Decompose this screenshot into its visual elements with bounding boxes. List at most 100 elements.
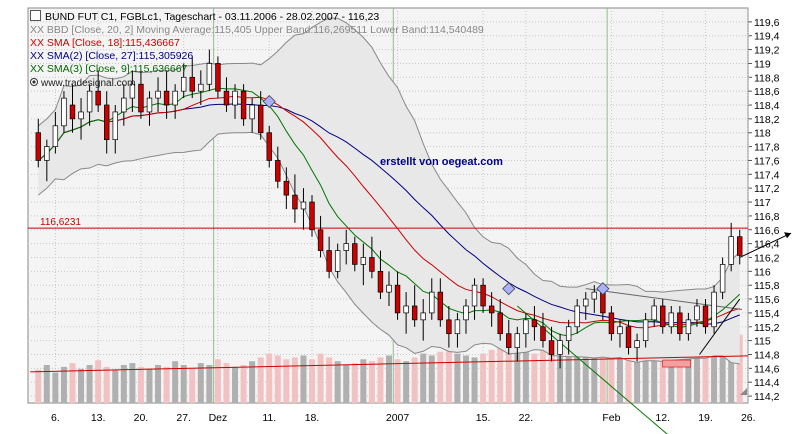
volume-bar — [206, 365, 213, 403]
volume-bar — [411, 357, 418, 403]
candle-body — [728, 236, 734, 265]
candle-body — [685, 319, 692, 335]
volume-bar — [257, 357, 264, 403]
volume-bar — [522, 351, 529, 403]
volume-bar — [386, 355, 392, 403]
legend-bbd: XX BBD [Close, 20, 2] Moving Average:115… — [30, 24, 484, 36]
x-tick-label: Feb — [602, 412, 620, 424]
volume-bar — [129, 363, 136, 403]
diamond-marker-icon — [502, 282, 516, 296]
candle-body — [352, 243, 358, 265]
candle-body — [651, 305, 657, 321]
candle-body — [591, 291, 598, 300]
volume-bar — [103, 366, 110, 403]
volume-bar — [120, 365, 127, 403]
volume-bar — [591, 347, 598, 403]
volume-bar — [505, 346, 512, 403]
x-tick-label: 18. — [305, 412, 320, 424]
candle-body — [497, 312, 503, 335]
volume-bar — [702, 349, 709, 403]
candle-body — [711, 291, 717, 328]
candle-body — [198, 83, 204, 92]
volume-bar — [172, 361, 179, 403]
candle-body — [719, 264, 726, 293]
volume-bar — [394, 359, 401, 403]
candle-body — [189, 76, 195, 92]
volume-bar — [180, 365, 187, 403]
arrow-head-icon — [784, 232, 792, 239]
chart-annotation: erstellt von oegeat.com — [380, 156, 503, 168]
volume-bar — [86, 365, 93, 403]
candle-body — [506, 333, 512, 348]
candle-body — [403, 305, 409, 314]
sma18-line — [37, 95, 740, 329]
y-tick-label: 118,4 — [754, 100, 780, 112]
candle-body — [292, 194, 298, 210]
volume-bar — [377, 357, 384, 403]
candle-body — [249, 104, 255, 120]
highlight-box — [662, 359, 692, 368]
y-tick-label: 114,4 — [754, 377, 780, 389]
y-tick-label: 117 — [754, 197, 771, 209]
candle-body — [129, 83, 136, 99]
candle-body — [317, 229, 324, 251]
volume-bar — [539, 349, 546, 403]
candle-body — [634, 340, 640, 348]
x-tick-label: 20. — [134, 412, 149, 424]
y-tick-label: 116,2 — [754, 252, 780, 264]
volume-bar — [343, 365, 350, 403]
candle-body — [300, 201, 307, 210]
candle-body — [257, 104, 264, 134]
candle-body — [334, 250, 341, 272]
candle-body — [35, 132, 41, 161]
candle-body — [660, 305, 666, 328]
candle-body — [104, 104, 110, 141]
legend-sma27: XX SMA(2) [Close, 27]:115,305926 — [30, 50, 193, 62]
hline-label: 116,6231 — [40, 217, 81, 228]
candle-body — [360, 257, 367, 265]
candle-body — [471, 284, 478, 307]
y-tick-label: 115 — [754, 336, 771, 348]
candle-body — [61, 97, 67, 127]
volume-bar — [471, 357, 478, 403]
candle-body — [78, 111, 84, 120]
volume-bar — [651, 349, 658, 403]
volume-bar — [719, 336, 726, 403]
candle-body — [163, 90, 170, 106]
y-tick-label: 116 — [754, 266, 771, 278]
candle-body — [583, 298, 589, 307]
legend-sma9: XX SMA(3) [Close, 9]:115,636667 — [30, 63, 187, 75]
y-tick-label: 116,6 — [754, 225, 780, 237]
volume-bar — [599, 344, 606, 403]
sma9-line — [37, 87, 741, 337]
volume-bar — [693, 347, 700, 403]
candle-body — [600, 291, 606, 314]
volume-bar — [565, 347, 572, 403]
volume-bar — [634, 346, 641, 403]
volume-bar — [445, 349, 452, 403]
volume-bar — [52, 372, 59, 403]
title-checkbox-icon — [30, 10, 41, 21]
candle-body — [677, 312, 683, 335]
volume-bar — [428, 355, 435, 403]
volume-bar — [309, 359, 316, 403]
candle-body — [420, 312, 426, 321]
volume-bar — [736, 334, 743, 403]
volume-bar — [240, 365, 247, 403]
candle-body — [394, 284, 401, 314]
candle-body — [232, 90, 238, 106]
volume-bar — [60, 366, 67, 403]
y-tick-label: 119 — [754, 58, 771, 70]
volume-bar — [608, 346, 615, 403]
volume-bar — [368, 361, 375, 403]
y-tick-label: 118,8 — [754, 72, 780, 84]
candle-body — [531, 319, 538, 328]
candle-body — [44, 146, 50, 161]
volume-bar — [728, 332, 735, 403]
volume-bar — [283, 359, 290, 403]
candle-body — [446, 319, 452, 335]
arrow-line-2 — [739, 232, 792, 258]
legend-sma27-text: XX SMA(2) [Close, 27]:115,305926 — [30, 50, 194, 62]
support-trendline — [30, 355, 749, 373]
